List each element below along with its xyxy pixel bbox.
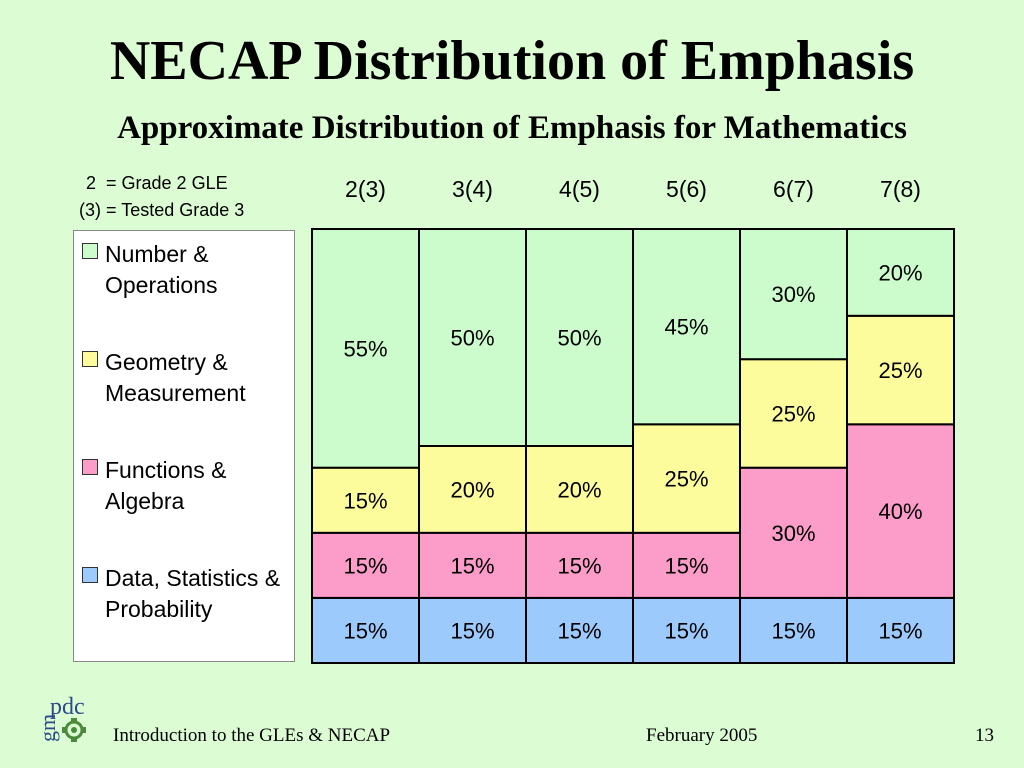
legend-swatch — [82, 459, 98, 475]
bar-segment — [632, 596, 741, 665]
legend-swatch — [82, 351, 98, 367]
bar-value-label: 15% — [771, 618, 815, 643]
svg-text:gm: gm — [35, 714, 60, 742]
legend-label: Functions & Algebra — [105, 457, 227, 514]
slide-subtitle: Approximate Distribution of Emphasis for… — [117, 110, 907, 146]
chart-legend: Number & Operations Geometry & Measureme… — [73, 230, 295, 662]
bar-segment — [418, 531, 527, 599]
bar-value-label: 15% — [450, 618, 494, 643]
bar-value-label: 25% — [771, 401, 815, 426]
bar-segment — [739, 466, 848, 599]
bar-segment — [525, 445, 634, 534]
category-label: 6(7) — [773, 176, 814, 202]
legend-item-number-operations: Number & Operations — [82, 239, 295, 301]
bar-segment — [418, 445, 527, 534]
bar-segment — [418, 228, 527, 447]
bar-value-label: 25% — [878, 358, 922, 383]
slide-page-number: 13 — [975, 725, 994, 746]
legend-label: Data, Statistics & Probability — [105, 565, 281, 622]
bar-value-label: 15% — [450, 553, 494, 578]
slide-title: NECAP Distribution of Emphasis — [109, 30, 915, 92]
category-label: 4(5) — [559, 176, 600, 202]
legend-label: Number & Operations — [105, 241, 218, 298]
bar-segment — [525, 228, 634, 447]
bar-value-label: 30% — [771, 521, 815, 546]
bar-value-label: 15% — [343, 618, 387, 643]
gmpdc-logo-icon: pdc gm — [35, 694, 86, 742]
grade-note-line2: (3) = Tested Grade 3 — [79, 200, 245, 220]
bar-value-label: 15% — [343, 488, 387, 513]
grade-note-line1: 2 = Grade 2 GLE — [86, 173, 228, 193]
bar-value-label: 55% — [343, 336, 387, 361]
bar-value-label: 20% — [557, 477, 601, 502]
category-label: 5(6) — [666, 176, 707, 202]
bar-value-label: 20% — [450, 477, 494, 502]
bar-value-label: 15% — [664, 553, 708, 578]
bar-segment — [525, 596, 634, 665]
legend-item-functions-algebra: Functions & Algebra — [82, 455, 295, 517]
footer-presentation-title: Introduction to the GLEs & NECAP — [113, 725, 391, 746]
bar-value-label: 15% — [557, 618, 601, 643]
bar-segment — [739, 228, 848, 361]
bar-value-label: 15% — [343, 553, 387, 578]
bar-segment — [632, 531, 741, 599]
bar-segment — [846, 314, 955, 426]
bar-segment — [311, 596, 420, 665]
bar-value-label: 15% — [557, 553, 601, 578]
bar-value-label: 50% — [557, 326, 601, 351]
bar-segment — [739, 358, 848, 469]
category-label: 3(4) — [452, 176, 493, 202]
bar-value-label: 45% — [664, 315, 708, 340]
legend-item-data-statistics-probability: Data, Statistics & Probability — [82, 563, 295, 625]
bar-value-label: 50% — [450, 326, 494, 351]
bar-value-label: 15% — [664, 618, 708, 643]
bar-value-label: 25% — [664, 467, 708, 492]
bar-segment — [632, 228, 741, 426]
legend-item-geometry-measurement: Geometry & Measurement — [82, 347, 295, 409]
legend-swatch — [82, 567, 98, 583]
bar-value-label: 20% — [878, 260, 922, 285]
bar-segment — [311, 466, 420, 534]
bar-segment — [311, 531, 420, 599]
bar-value-label: 15% — [878, 618, 922, 643]
category-label: 2(3) — [345, 176, 386, 202]
bar-value-label: 40% — [878, 499, 922, 524]
footer-date: February 2005 — [646, 725, 758, 746]
bar-segment — [846, 596, 955, 665]
legend-label: Geometry & Measurement — [105, 349, 246, 406]
bar-value-label: 30% — [771, 282, 815, 307]
bar-segment — [525, 531, 634, 599]
bar-segment — [846, 228, 955, 317]
legend-swatch — [82, 243, 98, 259]
svg-text:pdc: pdc — [50, 694, 85, 720]
category-label: 7(8) — [880, 176, 921, 202]
bar-segment — [311, 228, 420, 469]
